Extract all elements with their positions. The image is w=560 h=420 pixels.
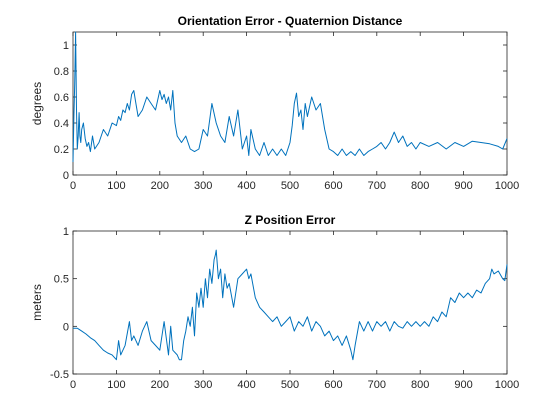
- x-tick-label: 800: [411, 379, 429, 391]
- y-tick-label: 0.5: [54, 274, 69, 286]
- x-axis: 0 100 200 300 400 500 600 700 800 900 1000: [70, 32, 519, 192]
- x-tick-label: 100: [107, 379, 125, 391]
- y-axis: -0.5 0 0.5 1: [50, 226, 507, 381]
- y-tick-label: 0: [63, 321, 69, 333]
- chart-title: Orientation Error - Quaternion Distance: [178, 14, 403, 28]
- x-tick-label: 200: [151, 180, 169, 192]
- x-tick-label: 900: [454, 180, 472, 192]
- x-tick-label: 400: [237, 180, 255, 192]
- x-tick-label: 600: [324, 379, 342, 391]
- x-tick-label: 500: [281, 379, 299, 391]
- y-tick-label: -0.5: [50, 369, 69, 381]
- y-axis-label: meters: [30, 284, 44, 321]
- x-tick-label: 300: [194, 180, 212, 192]
- x-tick-label: 800: [411, 180, 429, 192]
- x-tick-label: 200: [151, 379, 169, 391]
- x-tick-label: 100: [107, 180, 125, 192]
- plot-area: [72, 31, 508, 176]
- x-tick-label: 700: [368, 180, 386, 192]
- z-position-error-chart: Z Position Error 0 100 200 300 400 500 600 700 8…: [30, 213, 519, 391]
- y-axis-label: degrees: [30, 82, 44, 125]
- y-axis: 0 0.2 0.4 0.6 0.8 1: [54, 40, 507, 182]
- orientation-error-line: [72, 31, 508, 163]
- y-tick-label: 1: [63, 226, 69, 238]
- orientation-error-chart: Orientation Error - Quaternion Distance …: [30, 14, 519, 192]
- z-position-error-line: [73, 249, 508, 361]
- chart-title: Z Position Error: [245, 213, 336, 227]
- y-tick-label: 1: [63, 40, 69, 52]
- x-tick-label: 900: [454, 379, 472, 391]
- x-tick-label: 400: [237, 379, 255, 391]
- y-tick-label: 0.6: [54, 92, 69, 104]
- x-tick-label: 700: [368, 379, 386, 391]
- y-tick-label: 0: [63, 170, 69, 182]
- x-axis: 0 100 200 300 400 500 600 700 800 900 1000: [70, 231, 519, 391]
- x-tick-label: 300: [194, 379, 212, 391]
- y-tick-label: 0.4: [54, 118, 69, 130]
- x-tick-label: 1000: [495, 379, 519, 391]
- x-tick-label: 1000: [495, 180, 519, 192]
- y-tick-label: 0.8: [54, 66, 69, 78]
- x-tick-label: 0: [70, 180, 76, 192]
- x-tick-label: 600: [324, 180, 342, 192]
- x-tick-label: 0: [70, 379, 76, 391]
- plot-area: [72, 230, 508, 375]
- x-tick-label: 500: [281, 180, 299, 192]
- y-tick-label: 0.2: [54, 144, 69, 156]
